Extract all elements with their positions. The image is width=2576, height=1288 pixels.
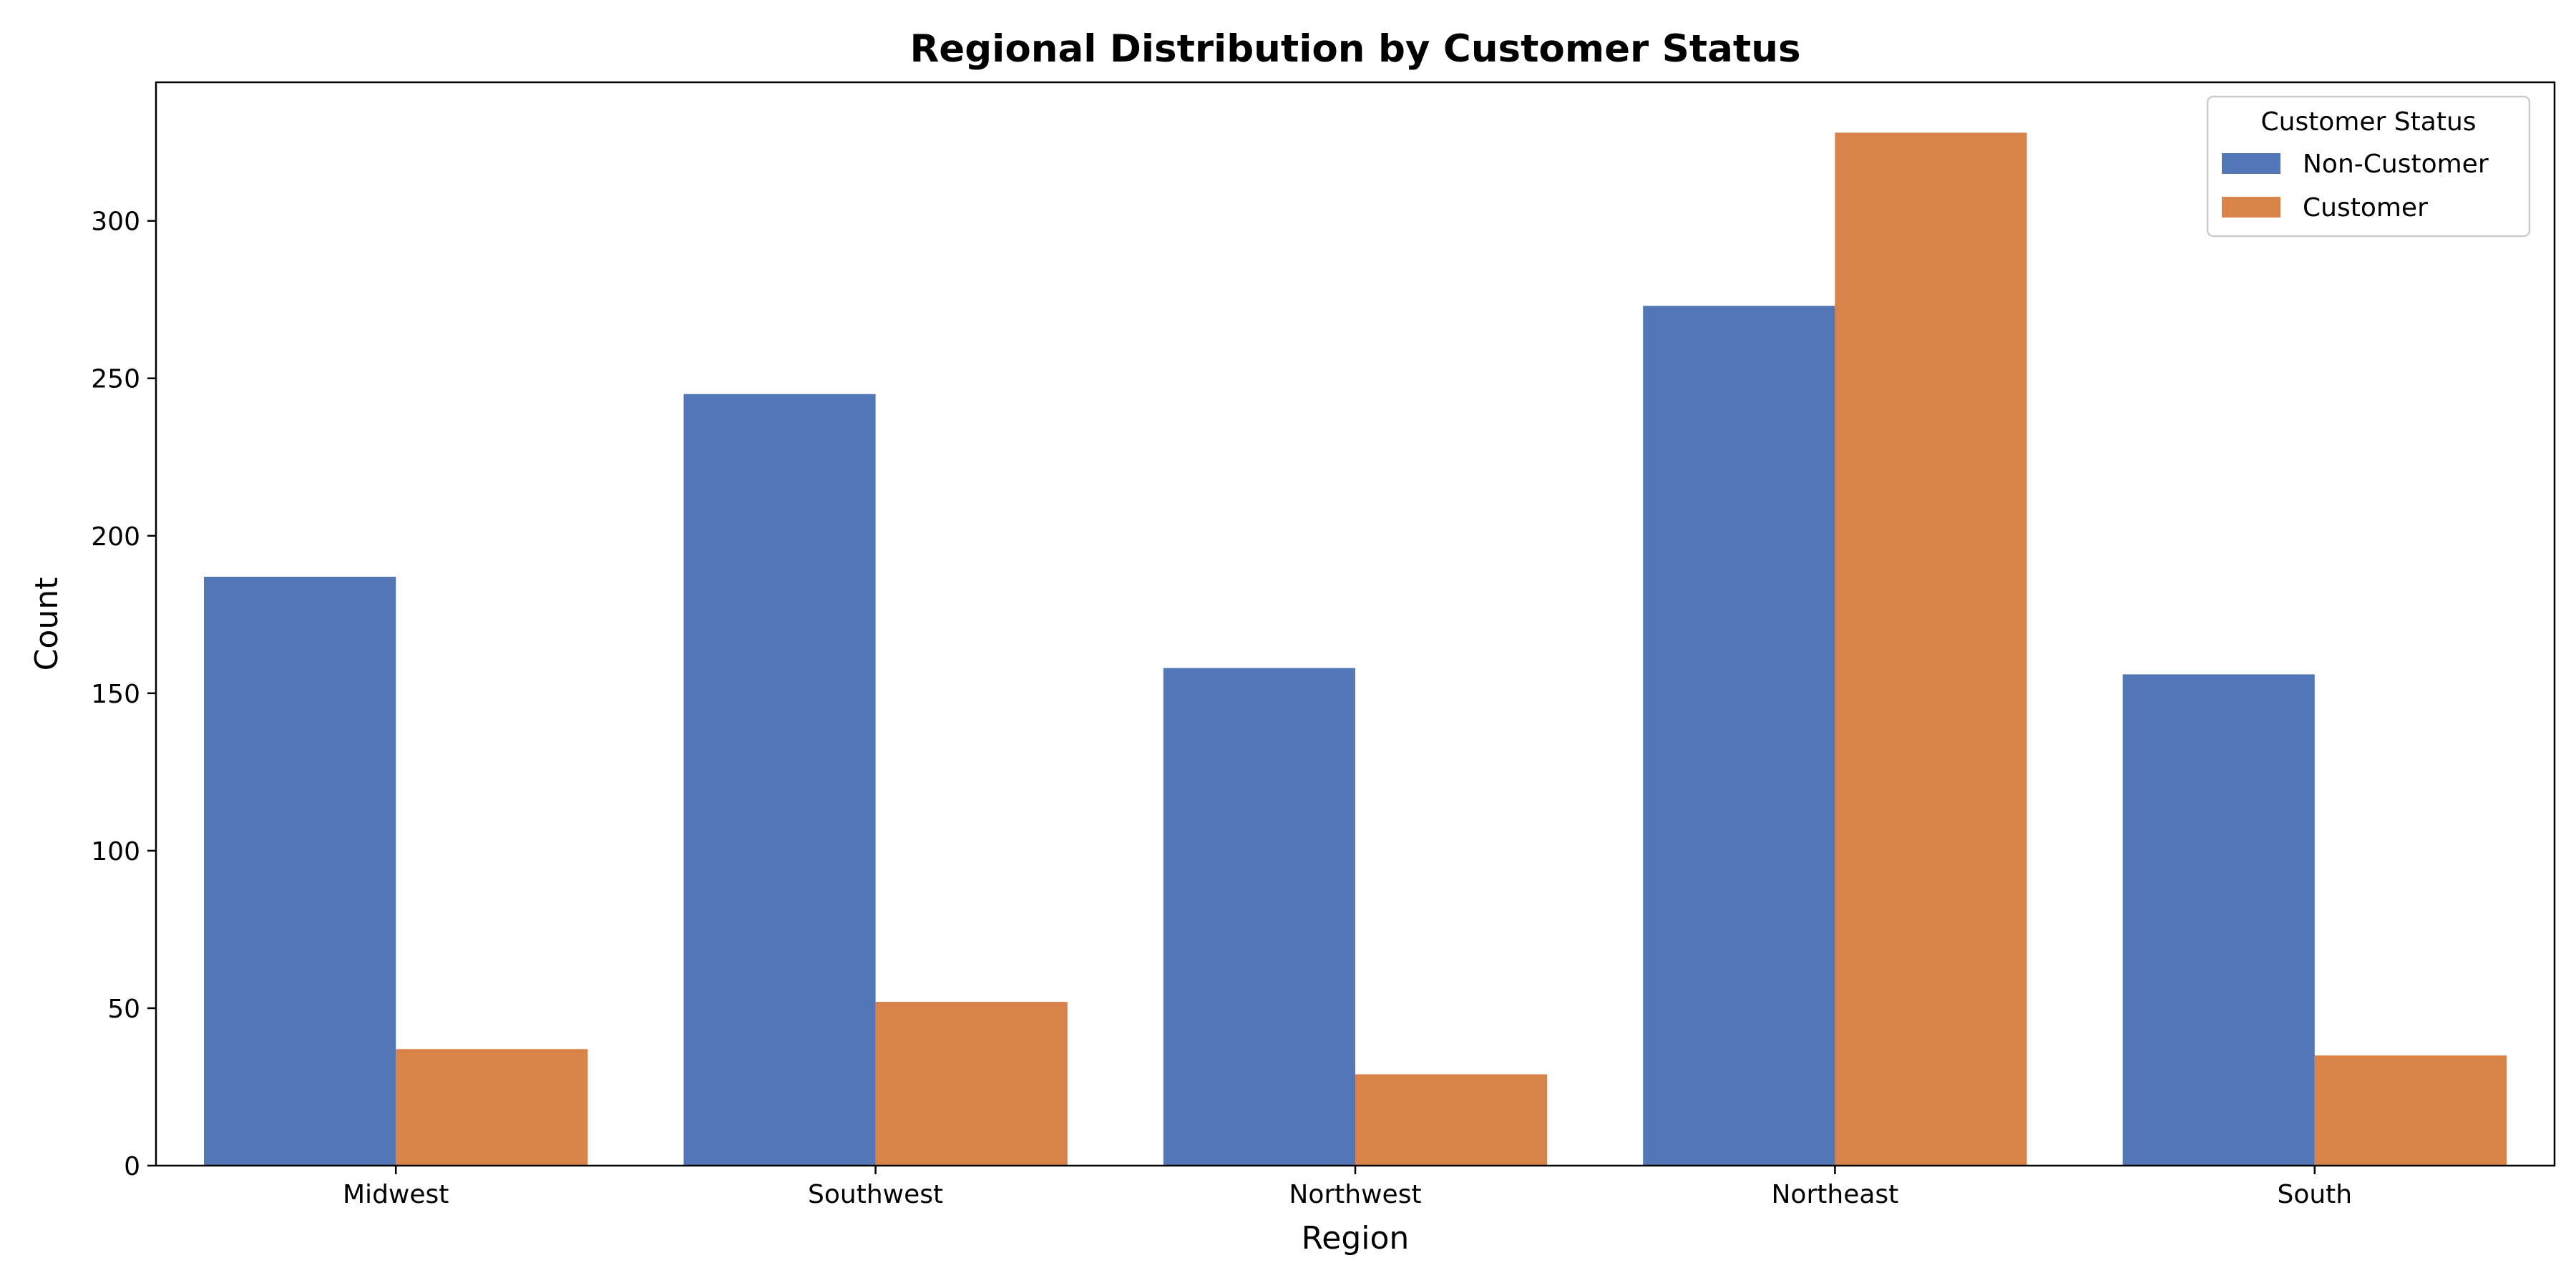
legend: Customer Status Non-Customer Customer <box>2206 95 2531 238</box>
y-tick-label: 200 <box>91 522 140 552</box>
y-tick-label: 250 <box>91 365 140 394</box>
chart-title: Regional Distribution by Customer Status <box>909 27 1800 71</box>
y-tick-label: 150 <box>91 680 140 709</box>
legend-label: Non-Customer <box>2303 150 2489 179</box>
legend-swatch <box>2222 197 2280 218</box>
bar-customer-northeast <box>1835 132 2027 1166</box>
x-tick-label: Southwest <box>808 1180 943 1209</box>
bar-non-customer-northeast <box>1643 306 1835 1166</box>
legend-label: Customer <box>2303 193 2428 223</box>
legend-frame <box>2206 95 2531 238</box>
x-tick-label: Northwest <box>1289 1180 1421 1209</box>
plot-frame <box>155 81 2556 1167</box>
bar-non-customer-southwest <box>683 394 876 1166</box>
bar-non-customer-northwest <box>1163 668 1355 1166</box>
bars-group <box>204 132 2507 1166</box>
x-tick-label: Northeast <box>1772 1180 1899 1209</box>
x-axis-title: Region <box>1302 1220 1410 1257</box>
y-tick-label: 300 <box>91 208 140 237</box>
y-axis: 0 50 100 150 200 250 300 <box>91 208 156 1181</box>
y-tick-label: 50 <box>107 995 140 1024</box>
y-axis-title: Count <box>29 577 65 671</box>
x-axis: Midwest Southwest Northwest Northeast South <box>343 1166 2352 1209</box>
bar-customer-south <box>2314 1055 2507 1166</box>
legend-entries: Non-Customer Customer <box>2222 150 2489 223</box>
x-tick-label: South <box>2277 1180 2352 1209</box>
x-tick-label: Midwest <box>343 1180 449 1209</box>
bar-customer-northwest <box>1355 1074 1548 1166</box>
bar-customer-southwest <box>875 1002 1068 1166</box>
bar-customer-midwest <box>396 1049 588 1166</box>
legend-swatch <box>2222 153 2280 174</box>
y-tick-label: 0 <box>124 1152 140 1181</box>
bar-non-customer-south <box>2122 674 2315 1166</box>
legend-title: Customer Status <box>2260 107 2476 137</box>
bar-non-customer-midwest <box>204 577 396 1166</box>
y-tick-label: 100 <box>91 837 140 867</box>
